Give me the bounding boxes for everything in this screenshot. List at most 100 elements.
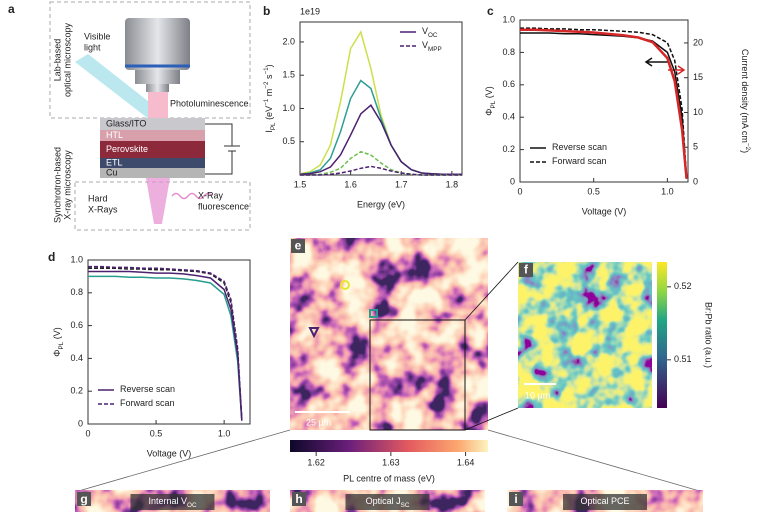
- layer: [100, 118, 205, 130]
- circuit: [205, 123, 240, 175]
- objective: [135, 70, 180, 84]
- map-title-part: J: [396, 496, 401, 506]
- layer: [100, 141, 205, 158]
- layer-label: Cu: [106, 167, 118, 177]
- legend-label-part: MPP: [428, 46, 442, 53]
- objective: [146, 84, 169, 92]
- series-line: [299, 104, 462, 176]
- fluorescence-wave: [171, 192, 213, 200]
- y2-tick-label: 0: [693, 176, 698, 186]
- y-axis-label-part: ): [264, 64, 274, 67]
- y2-tick-label: 10: [693, 107, 703, 117]
- legend-label: VOC: [422, 26, 438, 39]
- map-title-part: Optical PCE: [580, 496, 629, 506]
- y-axis-label-part: m: [264, 89, 274, 99]
- marker: [340, 280, 350, 290]
- x-tick-label: 0.5: [587, 186, 600, 196]
- y-axis-label-part: (V): [484, 86, 494, 101]
- fluorescence-label: X-Ray: [198, 190, 224, 200]
- x-tick-label: 0.5: [150, 428, 163, 438]
- objective: [125, 18, 190, 70]
- hard-xrays-label: Hard: [88, 193, 108, 203]
- legend-label: Forward scan: [120, 398, 175, 408]
- colorbar-tick-label: 1.62: [307, 457, 325, 467]
- y2-tick-label: 20: [693, 37, 703, 47]
- x-tick-label: 1.6: [344, 179, 357, 189]
- y-tick-label: 1.0: [502, 14, 515, 24]
- x-axis-label: Energy (eV): [357, 199, 405, 209]
- y-axis-label-part: −1: [263, 67, 270, 75]
- axis-multiplier: 1e19: [300, 6, 320, 16]
- layer: [100, 130, 205, 141]
- y-axis-label: ΦPL (V): [484, 86, 497, 115]
- y-axis-label-part: PL: [490, 100, 497, 108]
- marker: [308, 327, 320, 339]
- series-line: [299, 30, 462, 176]
- map-title: Optical PCE: [580, 496, 629, 506]
- layer-label: HTL: [106, 130, 123, 140]
- plot-frame: [519, 19, 689, 183]
- y-axis-label-part: −2: [263, 81, 270, 89]
- x-tick-label: 1.5: [294, 179, 307, 189]
- series-line: [88, 270, 243, 421]
- y-tick-label: 0: [510, 176, 515, 186]
- panel-letter: e: [295, 239, 302, 253]
- zoom-line: [464, 407, 519, 431]
- y-axis-label-part: Φ: [52, 350, 62, 357]
- panel-letter: d: [48, 250, 55, 264]
- lab-label: Lab-based: [52, 39, 62, 82]
- map-title-part: SC: [401, 502, 410, 509]
- series-line: [300, 165, 462, 176]
- hard-xrays-label: X-Rays: [88, 204, 118, 214]
- synchrotron-label: X-ray microscopy: [62, 150, 72, 220]
- y2-tick-label: 5: [693, 142, 698, 152]
- y-tick-label: 0.4: [70, 353, 83, 363]
- plot-frame: [299, 21, 463, 176]
- br-pb-map: [518, 262, 652, 408]
- marker: [369, 309, 378, 318]
- series-line: [520, 28, 688, 179]
- map-title-part: OC: [187, 502, 197, 509]
- panel-letter: b: [263, 4, 270, 18]
- maps: e f 25 µm 10 µm PL centre of mass (eV) B…: [74, 238, 714, 512]
- y2-axis-label: Current density (mA cm−2): [740, 49, 751, 153]
- y-tick-label: 0.8: [70, 287, 83, 297]
- x-tick-label: 1.0: [218, 428, 231, 438]
- pl-beam: [148, 92, 168, 120]
- panel-letter: a: [8, 2, 15, 16]
- series-line: [300, 150, 462, 176]
- legend-label-part: V: [422, 40, 428, 50]
- title-box: [345, 494, 430, 510]
- y-tick-label: 1.5: [282, 70, 295, 80]
- layer: [100, 158, 205, 168]
- colorbar: [657, 262, 667, 408]
- y-axis-label-part: I: [264, 130, 274, 133]
- map-title: Internal VOC: [149, 496, 197, 509]
- xray-beam: [146, 178, 170, 224]
- y-tick-label: 0.2: [502, 144, 515, 154]
- legend-label-part: Reverse scan: [120, 384, 175, 394]
- lab-label: optical microscopy: [62, 22, 72, 97]
- x-tick-label: 1.8: [446, 179, 459, 189]
- colorbar: [290, 440, 488, 452]
- scale-bar-label: 10 µm: [525, 390, 550, 400]
- y-axis-label-part: −1: [263, 98, 270, 106]
- panel-a: a Lab-based optical microscopy Synchrotr…: [8, 1, 251, 231]
- y-axis-label-part: s: [264, 74, 274, 82]
- y2-axis-label-part: Current density (mA cm: [740, 49, 750, 143]
- x-axis-label: Voltage (V): [147, 448, 192, 458]
- x-tick-label: 0: [517, 186, 522, 196]
- map-title-part: V: [181, 496, 187, 506]
- legend-label-part: V: [422, 26, 428, 36]
- panel-letter: c: [487, 4, 494, 18]
- label-box: [77, 492, 91, 506]
- series-line: [88, 275, 243, 421]
- panel-letter: g: [80, 492, 87, 506]
- y2-axis-label-part: ): [740, 150, 750, 153]
- y-tick-label: 0: [78, 418, 83, 428]
- panel-letter: i: [514, 492, 517, 506]
- series-line: [299, 79, 462, 176]
- y-axis-label-part: (eV: [264, 106, 274, 123]
- legend-label: Reverse scan: [552, 142, 607, 152]
- colorbar-tick-label: 1.63: [382, 457, 400, 467]
